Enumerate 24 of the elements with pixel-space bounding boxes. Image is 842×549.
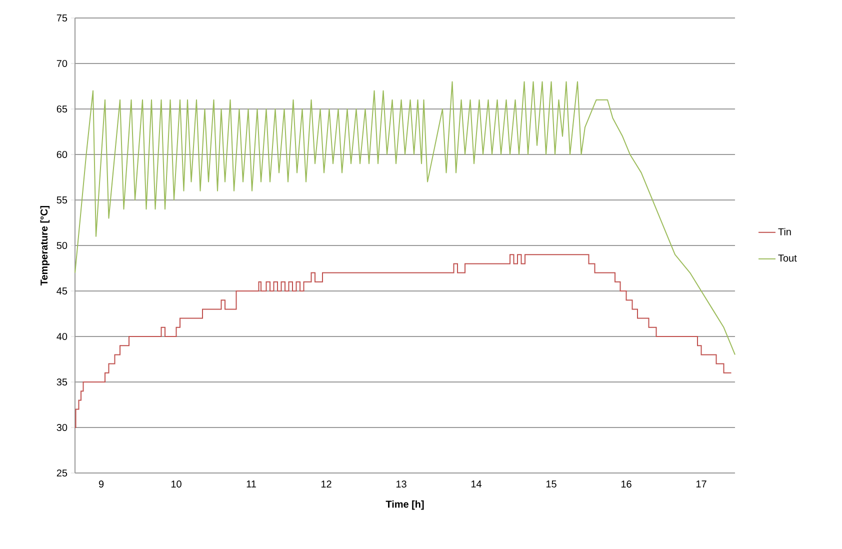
x-tick-label: 17 [696, 480, 706, 488]
y-tick-label: 30 [56, 424, 68, 432]
y-tick-label: 60 [56, 150, 68, 158]
x-tick-label: 11 [246, 480, 256, 488]
x-tick-label: 15 [546, 480, 556, 488]
x-tick-label: 16 [621, 480, 632, 488]
y-tick-label: 75 [56, 14, 68, 22]
y-tick-label: 70 [56, 60, 68, 68]
y-tick-label: 25 [56, 469, 68, 477]
y-tick-label: 65 [56, 105, 68, 113]
x-axis-title: Time [h] [386, 500, 424, 510]
x-tick-label: 12 [321, 480, 332, 488]
x-tick-label: 14 [471, 480, 482, 488]
y-tick-label: 55 [56, 196, 68, 204]
legend-label: Tout [778, 254, 797, 262]
y-tick-label: 40 [56, 332, 68, 340]
x-tick-label: 10 [171, 480, 182, 488]
y-tick-label: 45 [56, 288, 68, 294]
x-tick-label: 9 [98, 480, 104, 488]
y-tick-label: 35 [56, 378, 68, 386]
y-tick-label: 50 [56, 242, 68, 250]
legend-label: Tin [778, 228, 791, 236]
y-axis-title: Temperature [°C] [40, 206, 50, 286]
x-tick-label: 13 [396, 480, 406, 488]
